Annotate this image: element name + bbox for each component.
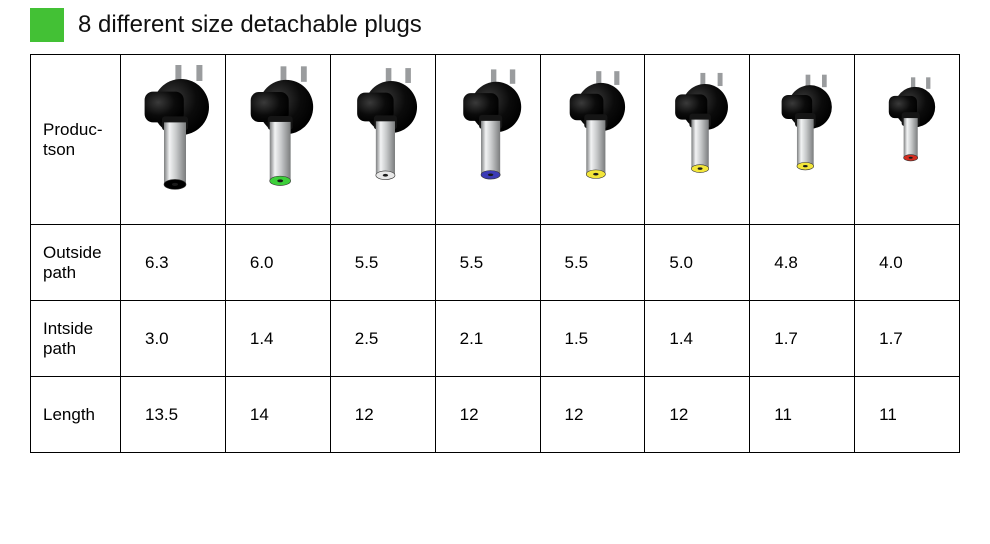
spec-table-container: Produc- tson [0,54,990,473]
inside-value: 2.1 [435,301,540,377]
page-header: 8 different size detachable plugs [0,0,990,54]
plug-icon [647,65,747,215]
table-row-length: Length 13.514121212121111 [31,377,960,453]
plug-image-cell [750,55,855,225]
inside-value: 3.0 [121,301,226,377]
length-value: 13.5 [121,377,226,453]
length-value: 11 [855,377,960,453]
outside-value: 6.3 [121,225,226,301]
outside-value: 5.5 [540,225,645,301]
plug-icon [123,65,223,215]
row-label-length: Length [31,377,121,453]
length-value: 11 [750,377,855,453]
table-row-outside: Outside path 6.36.05.55.55.55.04.84.0 [31,225,960,301]
plug-image-cell [540,55,645,225]
length-value: 14 [225,377,330,453]
inside-value: 2.5 [330,301,435,377]
table-row-images: Produc- tson [31,55,960,225]
plug-image-cell [855,55,960,225]
inside-value: 1.7 [750,301,855,377]
outside-value: 5.5 [330,225,435,301]
outside-value: 5.0 [645,225,750,301]
plug-icon [228,65,328,215]
outside-value: 4.0 [855,225,960,301]
table-row-inside: Intside path 3.01.42.52.11.51.41.71.7 [31,301,960,377]
plug-image-cell [645,55,750,225]
inside-value: 1.4 [645,301,750,377]
page-title: 8 different size detachable plugs [78,11,422,39]
outside-value: 4.8 [750,225,855,301]
plug-image-cell [121,55,226,225]
plug-image-cell [330,55,435,225]
plug-icon [333,65,433,215]
row-label-production: Produc- tson [31,55,121,225]
plug-image-cell [225,55,330,225]
inside-value: 1.7 [855,301,960,377]
length-value: 12 [330,377,435,453]
row-label-outside: Outside path [31,225,121,301]
length-value: 12 [540,377,645,453]
outside-value: 5.5 [435,225,540,301]
plug-icon [752,65,852,215]
plug-icon [857,65,957,215]
accent-square-icon [30,8,64,42]
outside-value: 6.0 [225,225,330,301]
length-value: 12 [435,377,540,453]
length-value: 12 [645,377,750,453]
spec-table: Produc- tson [30,54,960,453]
plug-icon [438,65,538,215]
row-label-inside: Intside path [31,301,121,377]
inside-value: 1.4 [225,301,330,377]
inside-value: 1.5 [540,301,645,377]
plug-icon [543,65,643,215]
plug-image-cell [435,55,540,225]
